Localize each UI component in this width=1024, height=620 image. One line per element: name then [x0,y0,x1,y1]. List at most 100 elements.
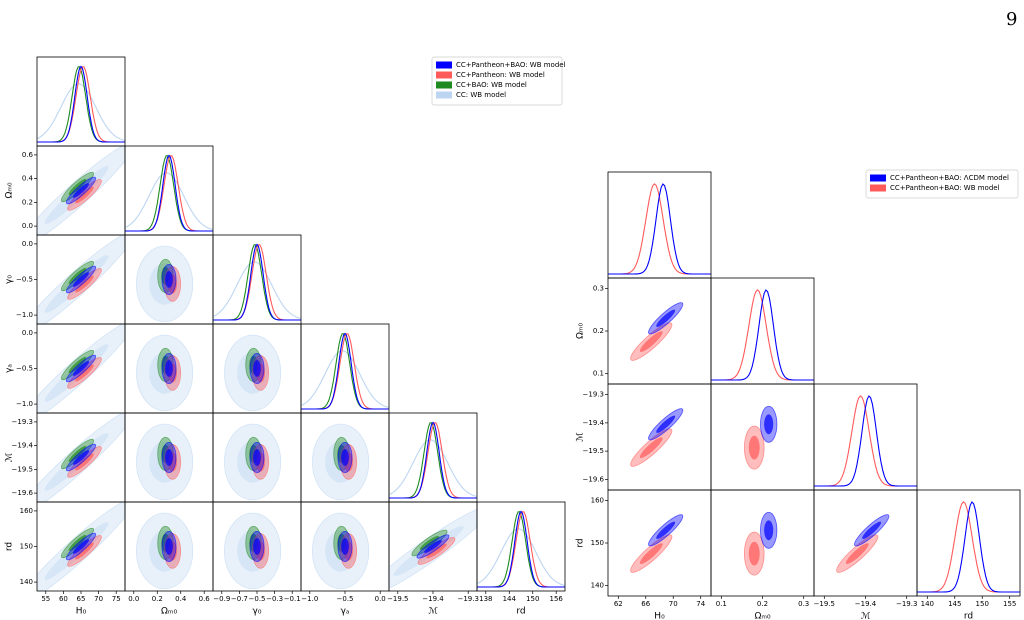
contour-inner [426,543,447,559]
x-tick-label: 150 [526,595,539,603]
x-tick-label: −19.3 [457,595,478,603]
density-curve [814,395,917,487]
x-tick-label: 70 [669,600,678,608]
x-axis-label: Ωₘ₀ [161,607,177,617]
contour-inner [165,271,173,288]
density-curve [301,332,389,410]
contour-inner [72,183,90,198]
density-curve [213,244,301,321]
contour-inner [165,360,173,377]
x-axis-label: rd [964,612,973,620]
x-tick-label: −0.5 [249,595,266,603]
x-tick-label: −0.9 [213,595,230,603]
contour-inner [748,541,760,566]
y-axis-label: ℳ [5,452,15,462]
contour-inner [656,415,676,433]
density-curve [477,510,565,588]
contour-panel [136,245,194,323]
density-curve [125,155,213,232]
x-tick-label: 0.1 [716,600,727,608]
contour-inner [639,437,663,458]
contour-panel [224,512,282,590]
x-axis-label: rd [516,607,525,617]
contour-inner [72,361,90,376]
contour-panel [136,423,194,501]
y-tick-label: 0.6 [22,151,34,159]
contour-inner [764,414,774,435]
x-tick-label: 65 [77,595,86,603]
y-tick-label: 160 [591,497,604,505]
contour-inner [165,449,173,466]
contour-inner [72,450,90,465]
x-tick-label: −0.1 [284,595,301,603]
density-curve [711,289,814,381]
y-tick-label: 150 [591,539,604,547]
x-tick-label: 145 [948,600,961,608]
legend: CC+Pantheon+BAO: ΛCDM model CC+Pantheon+B… [865,169,1019,199]
density-curve [213,243,301,321]
panel-frame [476,501,566,592]
y-axis-label: Ωₘ₀ [5,182,15,198]
marginal-panel [608,183,711,275]
contour-inner [424,540,442,553]
density-curve [301,333,389,410]
y-tick-label: 140 [20,578,33,586]
x-tick-label: −1.0 [301,595,318,603]
contour-panel [37,324,125,413]
contour-panel [224,334,282,412]
contour-inner [748,435,760,460]
y-axis-label: γₐ [5,364,15,373]
page-number: 9 [1006,9,1017,30]
x-tick-label: −19.4 [855,600,877,608]
marginal-panel [814,395,917,487]
density-curve [125,155,213,232]
density-curve [389,421,477,499]
x-axis-label: Ωₘ₀ [754,612,770,620]
density-curve [917,501,1020,593]
y-tick-label: −19.6 [583,475,605,483]
contour-inner [75,186,94,204]
panel-frame [710,277,815,385]
x-axis-label: γₐ [341,607,350,617]
marginal-panel [213,243,301,321]
panel-frame [813,383,918,491]
x-tick-label: 0.0 [128,595,139,603]
contour-panel [630,408,684,467]
y-tick-label: −0.5 [16,365,33,373]
x-tick-label: 156 [550,595,564,603]
contour-inner [75,453,94,471]
x-tick-label: 74 [696,600,705,608]
contour-inner [75,542,94,560]
marginal-panel [389,421,477,499]
panel-frame [916,489,1021,597]
x-tick-label: 70 [94,595,103,603]
contour-inner [165,538,173,555]
contour-panel [37,235,125,324]
density-curve [125,154,213,232]
x-tick-label: 150 [976,600,989,608]
contour-inner [419,535,440,551]
y-tick-label: −1.0 [16,400,33,408]
density-curve [37,83,125,142]
x-tick-label: 0.6 [199,595,211,603]
density-curve [125,172,213,231]
marginal-panel [37,65,125,143]
legend-swatch [870,184,886,192]
y-tick-label: 0.0 [22,240,33,248]
x-tick-label: 138 [479,595,492,603]
y-tick-label: −19.3 [12,418,33,426]
contour-inner [845,543,869,564]
x-tick-label: 0.0 [375,595,386,603]
density-curve [608,183,711,275]
y-tick-label: −1.0 [16,311,33,319]
marginal-panel [711,289,814,381]
x-tick-label: −0.7 [231,595,248,603]
x-tick-label: 75 [112,595,121,603]
marginal-panel [477,510,565,588]
contour-inner [862,521,882,539]
marginal-panel [125,154,213,232]
x-tick-label: 62 [614,600,623,608]
y-axis-label: ℳ [576,432,586,442]
contour-inner [656,521,676,539]
